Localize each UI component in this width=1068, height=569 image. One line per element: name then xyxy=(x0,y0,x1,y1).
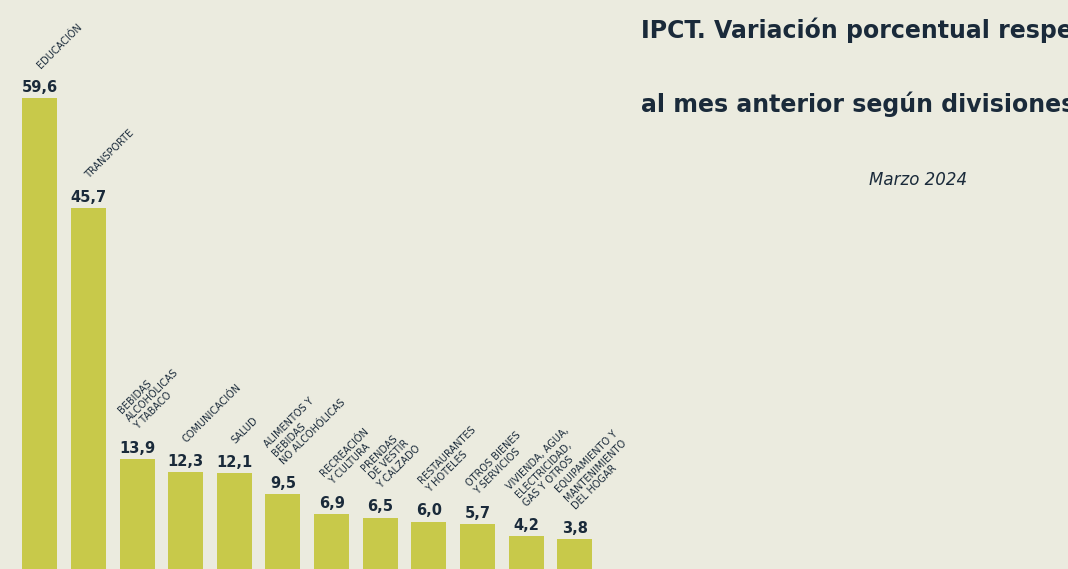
Text: RESTAURANTES
Y HOTELES: RESTAURANTES Y HOTELES xyxy=(417,424,486,494)
Text: VIVIENDA, AGUA,
ELECTRICIDAD,
GAS Y OTROS: VIVIENDA, AGUA, ELECTRICIDAD, GAS Y OTRO… xyxy=(505,426,587,508)
Text: COMUNICACIÓN: COMUNICACIÓN xyxy=(182,382,244,444)
Text: PRENDAS
DE VESTIR
Y CALZADO: PRENDAS DE VESTIR Y CALZADO xyxy=(359,427,423,490)
Text: TRANSPORTE: TRANSPORTE xyxy=(84,127,137,180)
Bar xyxy=(411,522,446,569)
Bar xyxy=(70,208,106,569)
Text: Marzo 2024: Marzo 2024 xyxy=(869,171,968,189)
Text: EQUIPAMIENTO Y
MANTENIMIENTO
DEL HOGAR: EQUIPAMIENTO Y MANTENIMIENTO DEL HOGAR xyxy=(553,429,635,512)
Bar xyxy=(508,536,544,569)
Text: SALUD: SALUD xyxy=(230,415,260,446)
Text: al mes anterior según divisiones: al mes anterior según divisiones xyxy=(641,91,1068,117)
Bar xyxy=(460,524,494,569)
Text: BEBIDAS
ALCOHÓLICAS
Y TABACO: BEBIDAS ALCOHÓLICAS Y TABACO xyxy=(116,359,189,431)
Bar xyxy=(22,98,58,569)
Bar xyxy=(169,472,203,569)
Text: 45,7: 45,7 xyxy=(70,189,107,205)
Text: 6,5: 6,5 xyxy=(367,500,393,514)
Text: 5,7: 5,7 xyxy=(465,506,490,521)
Bar xyxy=(363,518,397,569)
Text: 6,0: 6,0 xyxy=(415,504,442,518)
Bar xyxy=(314,514,349,569)
Bar xyxy=(120,459,155,569)
Text: 9,5: 9,5 xyxy=(270,476,296,490)
Text: IPCT. Variación porcentual respecto: IPCT. Variación porcentual respecto xyxy=(641,17,1068,43)
Text: 4,2: 4,2 xyxy=(513,518,539,533)
Text: 6,9: 6,9 xyxy=(318,496,345,512)
Bar xyxy=(557,539,593,569)
Text: 3,8: 3,8 xyxy=(562,521,587,536)
Text: ALIMENTOS Y
BEBIDAS
NO ALCOHÓLICAS: ALIMENTOS Y BEBIDAS NO ALCOHÓLICAS xyxy=(262,381,347,466)
Text: EDUCACIÓN: EDUCACIÓN xyxy=(35,22,83,71)
Text: 12,3: 12,3 xyxy=(168,453,204,469)
Text: 13,9: 13,9 xyxy=(119,441,155,456)
Bar xyxy=(266,494,300,569)
Text: 12,1: 12,1 xyxy=(216,455,252,470)
Bar xyxy=(217,473,252,569)
Text: RECREACIÓN
Y CULTURA: RECREACIÓN Y CULTURA xyxy=(318,426,379,487)
Text: 59,6: 59,6 xyxy=(21,80,58,95)
Text: OTROS BIENES
Y SERVICIOS: OTROS BIENES Y SERVICIOS xyxy=(465,430,531,496)
